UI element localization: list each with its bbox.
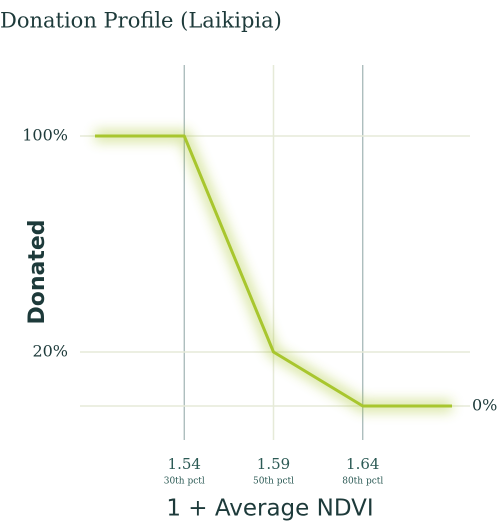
x-tick-note: 50th pctl (253, 477, 294, 487)
x-tick-note: 80th pctl (342, 477, 383, 487)
x-tick-label: 1.54 (168, 455, 201, 473)
line (95, 134, 452, 408)
y-tick-label: 20% (32, 342, 68, 361)
x-tick-label: 1.59 (257, 455, 290, 473)
y-tick-label: 0% (472, 396, 497, 415)
y-tick-label: 100% (22, 126, 68, 145)
chart-title: Donation Profile (Laikipia) (0, 9, 282, 33)
x-tick-note: 30th pctl (164, 477, 205, 487)
x-axis-label: 1 + Average NDVI (166, 496, 373, 522)
x-tick-label: 1.64 (346, 455, 379, 473)
y-axis-label: Donated (25, 219, 50, 324)
